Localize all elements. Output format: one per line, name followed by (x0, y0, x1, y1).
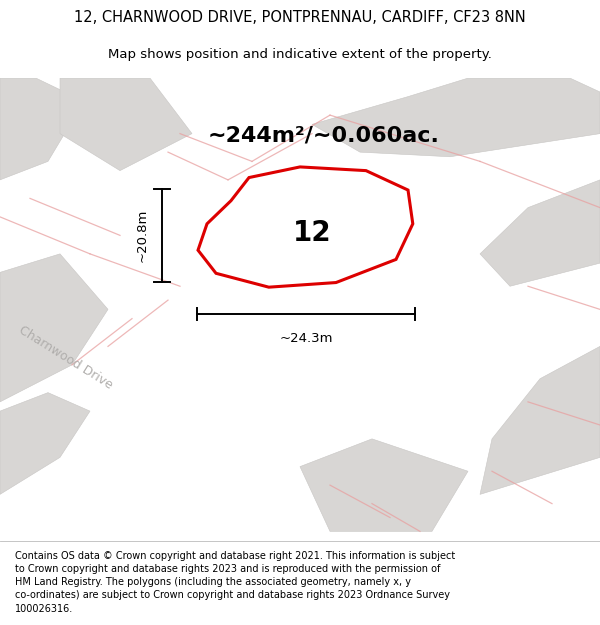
Text: Barnfield Close: Barnfield Close (236, 189, 328, 236)
Text: ~244m²/~0.060ac.: ~244m²/~0.060ac. (208, 126, 440, 146)
Text: 12: 12 (293, 219, 331, 247)
Polygon shape (60, 78, 192, 171)
Text: ~24.3m: ~24.3m (279, 332, 333, 344)
Text: 12, CHARNWOOD DRIVE, PONTPRENNAU, CARDIFF, CF23 8NN: 12, CHARNWOOD DRIVE, PONTPRENNAU, CARDIF… (74, 9, 526, 24)
Polygon shape (0, 392, 90, 494)
Polygon shape (0, 78, 84, 180)
Text: Map shows position and indicative extent of the property.: Map shows position and indicative extent… (108, 48, 492, 61)
Polygon shape (300, 439, 468, 531)
Polygon shape (312, 78, 600, 157)
Text: ~20.8m: ~20.8m (136, 209, 149, 262)
Text: Charnwood Drive: Charnwood Drive (17, 324, 115, 392)
Polygon shape (480, 180, 600, 286)
Text: Contains OS data © Crown copyright and database right 2021. This information is : Contains OS data © Crown copyright and d… (15, 551, 455, 614)
Polygon shape (480, 346, 600, 494)
Polygon shape (0, 254, 108, 402)
Polygon shape (198, 167, 413, 287)
